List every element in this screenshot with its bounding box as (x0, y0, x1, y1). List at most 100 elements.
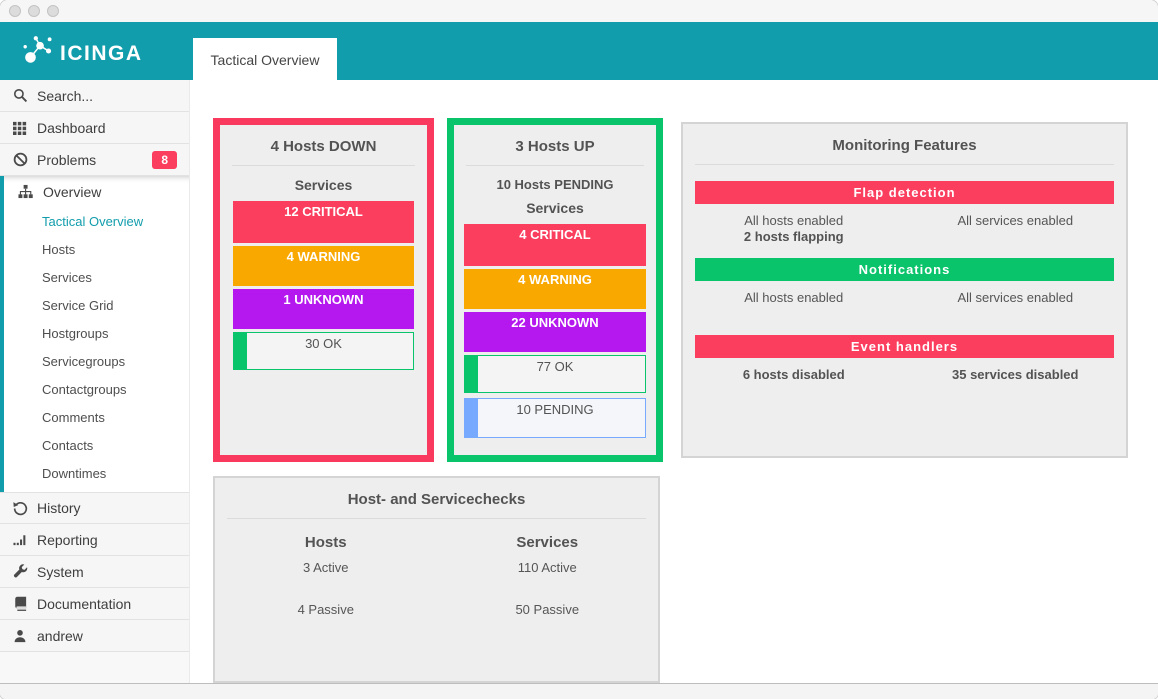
sidebar-item-label: Problems (37, 151, 97, 168)
tab-tactical-overview[interactable]: Tactical Overview (193, 38, 337, 81)
sidebar-item-service-grid[interactable]: Service Grid (42, 298, 114, 313)
sidebar-item-tactical-overview[interactable]: Tactical Overview (42, 214, 144, 229)
hosts-down-panel: 4 Hosts DOWN Services 12 CRITICAL 4 WARN… (213, 118, 434, 462)
sidebar-item-services[interactable]: Services (42, 270, 92, 285)
ok-services-bar[interactable]: 30 OK (233, 332, 414, 370)
sidebar-item-hostgroups[interactable]: Hostgroups (42, 326, 109, 341)
search-icon (12, 88, 28, 104)
sidebar-item-label: History (37, 500, 81, 516)
hosts-down-title[interactable]: 4 Hosts DOWN (270, 138, 377, 155)
sidebar-item-label: Reporting (37, 531, 98, 548)
services-disabled[interactable]: 35 services disabled (952, 367, 1079, 382)
services-heading: Services (294, 177, 353, 193)
sidebar-filler (0, 652, 189, 683)
bar-label: 4 WARNING (286, 249, 361, 264)
services-header: Services (516, 534, 579, 551)
sidebar-item-hosts[interactable]: Hosts (42, 242, 76, 257)
event-handlers-bar[interactable]: Event handlers (695, 335, 1114, 358)
hosts-active: 3 Active (302, 560, 349, 575)
checks-panel: Host- and Servicechecks Hosts 3 Active 4… (213, 476, 660, 683)
sidebar: Dashboard Problems 8 Overview Tactical O… (0, 80, 190, 683)
sidebar-item-user[interactable]: andrew (0, 620, 189, 652)
window-bottom-bar (0, 683, 1158, 699)
sidebar-item-dashboard[interactable]: Dashboard (0, 112, 189, 144)
unknown-services-bar[interactable]: 22 UNKNOWN (464, 312, 646, 352)
search-row[interactable] (0, 80, 189, 112)
services-column: Services 110 Active 50 Passive (437, 534, 659, 617)
services-status: All services enabled (957, 213, 1074, 228)
sidebar-item-servicegroups[interactable]: Servicegroups (42, 354, 126, 369)
bar-label: 1 UNKNOWN (283, 292, 364, 307)
divider (227, 518, 646, 519)
icinga-logo[interactable]: ICINGA (22, 34, 143, 73)
sidebar-item-history[interactable]: History (0, 492, 189, 524)
sidebar-item-contactgroups[interactable]: Contactgroups (42, 382, 127, 397)
close-window-button[interactable] (9, 5, 21, 17)
hosts-up-title[interactable]: 3 Hosts UP (515, 138, 595, 155)
services-status: All services enabled (957, 290, 1074, 305)
bar-label: 30 OK (305, 336, 342, 351)
sidebar-item-label: System (37, 563, 84, 580)
warning-services-bar[interactable]: 4 WARNING (464, 269, 646, 309)
sidebar-item-label: andrew (37, 627, 83, 644)
sitemap-icon (18, 184, 34, 200)
monitoring-features-title: Monitoring Features (832, 137, 977, 154)
ban-icon (12, 152, 28, 168)
checks-title: Host- and Servicechecks (347, 491, 526, 508)
history-icon (12, 500, 28, 516)
divider (466, 165, 644, 166)
wrench-icon (12, 564, 28, 580)
bar-label: 22 UNKNOWN (511, 315, 599, 330)
sidebar-item-documentation[interactable]: Documentation (0, 588, 189, 620)
sidebar-item-label: Overview (43, 184, 102, 200)
maximize-window-button[interactable] (47, 5, 59, 17)
app-header: ICINGA (0, 22, 1158, 80)
bar-chart-icon (12, 532, 28, 548)
sidebar-item-overview[interactable]: Overview (4, 176, 189, 208)
event-handlers-status-row: 6 hosts disabled 35 services disabled (683, 367, 1126, 382)
sidebar-item-label: Dashboard (37, 119, 106, 136)
checks-columns: Hosts 3 Active 4 Passive Services 110 Ac… (215, 534, 658, 617)
unknown-services-bar[interactable]: 1 UNKNOWN (233, 289, 414, 329)
notifications-bar[interactable]: Notifications (695, 258, 1114, 281)
bar-label: 12 CRITICAL (284, 204, 363, 219)
flap-detection-status-row: All hosts enabled All services enabled (683, 213, 1126, 228)
bar-label: 4 CRITICAL (519, 227, 591, 242)
flap-detection-bar[interactable]: Flap detection (695, 181, 1114, 204)
sidebar-item-contacts[interactable]: Contacts (42, 438, 94, 453)
ok-services-bar[interactable]: 77 OK (464, 355, 646, 393)
warning-services-bar[interactable]: 4 WARNING (233, 246, 414, 286)
sidebar-item-problems[interactable]: Problems 8 (0, 144, 189, 176)
pending-services-bar[interactable]: 10 PENDING (464, 398, 646, 438)
ok-chip (234, 333, 247, 369)
sidebar-item-label: Documentation (37, 595, 132, 612)
search-input[interactable] (37, 87, 167, 104)
sidebar-item-comments[interactable]: Comments (42, 410, 105, 425)
service-state-bars: 12 CRITICAL 4 WARNING 1 UNKNOWN 30 OK (233, 201, 414, 370)
ok-chip (465, 356, 478, 392)
hosts-flapping[interactable]: 2 hosts flapping (743, 229, 844, 244)
spacer (905, 229, 1127, 244)
sidebar-item-system[interactable]: System (0, 556, 189, 588)
sidebar-item-downtimes[interactable]: Downtimes (42, 466, 107, 481)
bar-label: 77 OK (536, 359, 574, 374)
window-titlebar (0, 0, 1158, 22)
divider (695, 164, 1114, 165)
hosts-header: Hosts (304, 534, 347, 551)
hosts-pending-line[interactable]: 10 Hosts PENDING (496, 177, 614, 192)
hosts-up-panel: 3 Hosts UP 10 Hosts PENDING Services 4 C… (447, 118, 663, 462)
monitoring-features-panel: Monitoring Features Flap detection All h… (681, 122, 1128, 458)
critical-services-bar[interactable]: 4 CRITICAL (464, 224, 646, 266)
sidebar-item-reporting[interactable]: Reporting (0, 524, 189, 556)
user-icon (12, 628, 28, 644)
hosts-status: All hosts enabled (744, 290, 844, 305)
overview-section: Overview Tactical Overview Hosts Service… (0, 176, 189, 492)
services-active: 110 Active (517, 560, 577, 575)
bar-label: 4 WARNING (518, 272, 592, 287)
hosts-disabled[interactable]: 6 hosts disabled (742, 367, 845, 382)
minimize-window-button[interactable] (28, 5, 40, 17)
critical-services-bar[interactable]: 12 CRITICAL (233, 201, 414, 243)
icinga-molecule-icon (22, 34, 56, 73)
notifications-status-row: All hosts enabled All services enabled (683, 290, 1126, 305)
